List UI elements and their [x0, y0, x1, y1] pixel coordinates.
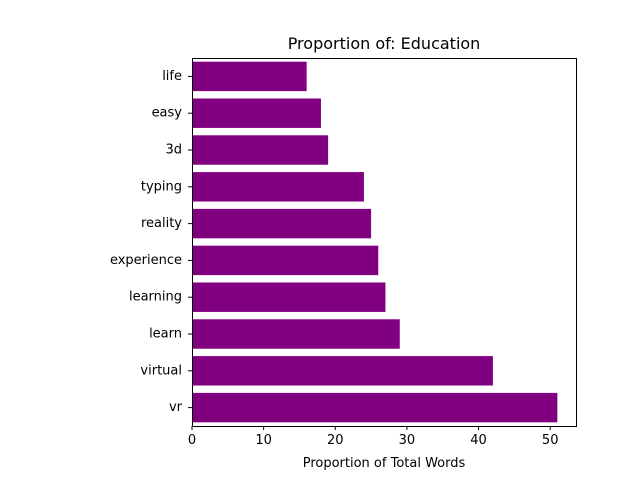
y-tick-label: reality	[141, 216, 182, 231]
bar-3d	[192, 135, 329, 165]
bar-learning	[192, 282, 386, 312]
x-axis: 0 10 20 30 40 50	[188, 426, 559, 448]
bar-life	[192, 61, 307, 92]
bar-virtual	[192, 356, 493, 386]
chart-title: Proportion of: Education	[288, 34, 481, 53]
bar-typing	[192, 172, 364, 202]
x-tick-label: 50	[542, 433, 559, 448]
bar-experience	[192, 245, 379, 276]
x-tick-label: 0	[188, 433, 196, 448]
y-axis: vr virtual learn learning experience reality t…	[110, 69, 192, 415]
x-tick-label: 40	[470, 433, 487, 448]
y-tick-label: typing	[141, 179, 182, 194]
x-axis-label: Proportion of Total Words	[303, 456, 466, 471]
plot-frame	[192, 58, 577, 427]
y-tick-label: 3d	[165, 143, 182, 158]
y-tick-label: life	[162, 69, 182, 84]
y-tick-label: virtual	[140, 363, 182, 378]
x-tick-label: 30	[399, 433, 416, 448]
bars-group	[192, 61, 558, 423]
bar-easy	[192, 98, 321, 128]
y-tick-label: learning	[129, 290, 182, 305]
y-tick-label: experience	[110, 253, 182, 268]
bar-vr	[192, 392, 558, 423]
y-tick-label: easy	[152, 106, 183, 121]
bar-reality	[192, 208, 372, 239]
x-tick-label: 20	[327, 433, 344, 448]
y-tick-label: vr	[169, 400, 183, 415]
y-tick-label: learn	[149, 327, 182, 342]
x-tick-label: 10	[255, 433, 272, 448]
bar-learn	[192, 319, 400, 349]
